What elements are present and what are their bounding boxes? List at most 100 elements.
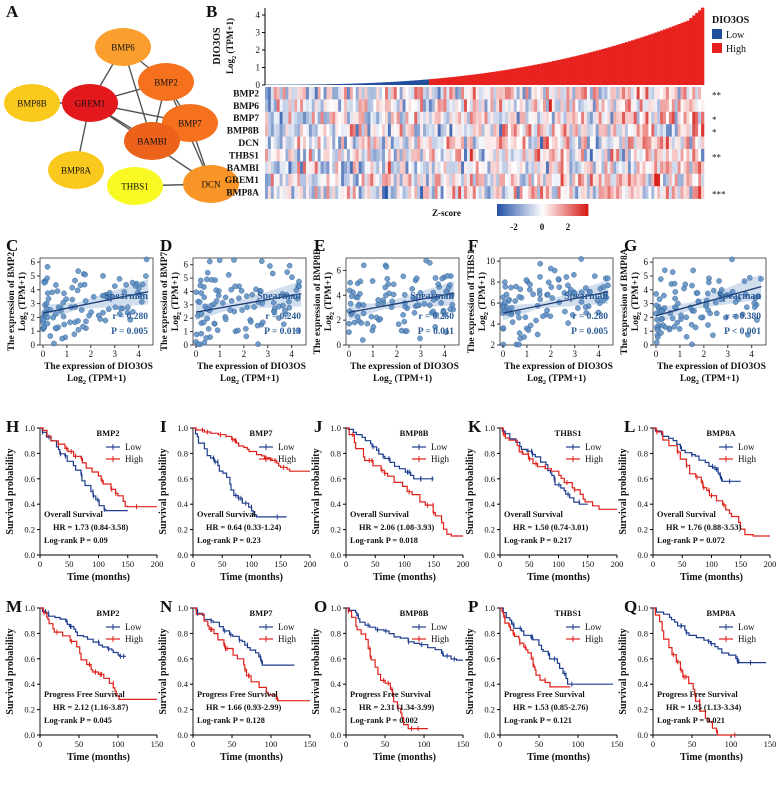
heatmap-cell: [402, 173, 406, 187]
heatmap-cell: [317, 149, 321, 162]
heatmap-cell: [437, 111, 441, 125]
heatmap-cell: [493, 111, 497, 125]
heatmap-cell: [344, 186, 348, 199]
heatmap-cell: [423, 186, 427, 199]
km-y-tick-label: 0.6: [484, 474, 495, 484]
heatmap-cell: [610, 111, 614, 125]
heatmap-cell: [276, 149, 280, 162]
expression-bar: [604, 48, 608, 85]
km-y-tick-label: 0.4: [330, 499, 341, 509]
scatter-point: [276, 303, 282, 310]
scatter-point: [200, 319, 207, 326]
km-gene-title: THBS1: [555, 428, 582, 438]
scatter-x-tick-label: 1: [678, 349, 683, 359]
heatmap-cell: [420, 173, 424, 187]
heatmap-cell: [370, 99, 374, 113]
heatmap-cell: [589, 99, 594, 113]
heatmap-cell: [420, 149, 424, 162]
heatmap-cell: [344, 99, 348, 113]
heatmap-cell: [464, 173, 468, 187]
heatmap-cell: [305, 136, 310, 150]
heatmap-cell: [472, 87, 477, 100]
heatmap-cell: [499, 124, 503, 137]
scatter-point: [540, 313, 546, 320]
scatter-point: [193, 331, 200, 338]
expression-bar: [660, 30, 664, 86]
scatter-point: [527, 322, 534, 329]
heatmap-cell: [317, 111, 321, 125]
heatmap-cell: [551, 173, 556, 187]
expression-bar: [382, 82, 386, 85]
heatmap-cell: [285, 111, 289, 125]
heatmap-cell: [408, 186, 412, 199]
heatmap-cell: [323, 149, 327, 162]
heatmap-cell: [610, 99, 614, 113]
heatmap-cell: [613, 111, 617, 125]
scatter-y-tick-label: 6: [491, 298, 496, 308]
heatmap-cell: [654, 173, 658, 187]
heatmap-cell: [665, 161, 670, 175]
heatmap-cell: [464, 136, 468, 150]
scatter-x-tick-label: 1: [65, 349, 70, 359]
heatmap-cell: [639, 186, 643, 199]
heatmap-cell: [303, 136, 307, 150]
heatmap-cell: [551, 124, 556, 137]
scatter-x-tick-label: 3: [418, 349, 423, 359]
heatmap-cell: [414, 87, 418, 100]
expression-bar: [630, 40, 635, 85]
heatmap-cell: [428, 186, 433, 199]
network-node-label: GREM1: [75, 99, 106, 109]
heatmap-cell: [598, 173, 602, 187]
heatmap-cell: [490, 186, 494, 199]
heatmap-cell: [303, 173, 307, 187]
km-x-tick-label: 100: [572, 739, 585, 749]
heatmap-cell: [469, 149, 474, 162]
scatter-point: [390, 291, 397, 298]
heatmap-cell: [285, 173, 289, 187]
heatmap-cell: [657, 136, 661, 150]
heatmap-cell: [323, 173, 327, 187]
heatmap-cell: [557, 124, 561, 137]
heatmap-cell: [695, 87, 699, 100]
heatmap-cell: [668, 136, 673, 150]
heatmap-cell: [522, 149, 526, 162]
heatmap-cell: [560, 99, 564, 113]
heatmap-cell: [534, 149, 538, 162]
heatmap-cell: [595, 136, 599, 150]
heatmap-cell: [341, 87, 345, 100]
heatmap-cell: [554, 124, 558, 137]
expression-bar: [619, 43, 623, 85]
expression-bar: [502, 70, 506, 85]
expression-bar: [686, 20, 690, 86]
heatmap-cell: [379, 161, 383, 175]
heatmap-cell: [490, 173, 494, 187]
heatmap-cell: [335, 161, 339, 175]
scatter-point: [522, 314, 529, 321]
heatmap-cell: [686, 87, 690, 100]
heatmap-cell: [282, 136, 286, 150]
heatmap-cell: [627, 124, 632, 137]
heatmap-significance: *: [712, 128, 717, 138]
heatmap-cell: [276, 173, 280, 187]
expression-bar: [323, 84, 327, 85]
heatmap-cell: [466, 99, 471, 113]
heatmap-cell: [344, 161, 348, 175]
heatmap-cell: [575, 161, 579, 175]
heatmap-cell: [437, 186, 441, 199]
heatmap-cell: [428, 87, 433, 100]
heatmap-cell: [461, 136, 465, 150]
km-survival-type: Overall Survival: [504, 510, 563, 519]
heatmap-cell: [265, 99, 269, 113]
km-y-tick-label: 1.0: [24, 603, 35, 613]
scatter-point: [121, 289, 128, 295]
heatmap-cell: [660, 161, 664, 175]
heatmap-cell: [344, 136, 348, 150]
heatmap-cell: [534, 87, 538, 100]
heatmap-cell: [572, 111, 576, 125]
heatmap-cell: [303, 124, 307, 137]
heatmap-cell: [276, 87, 280, 100]
heatmap-cell: [346, 111, 351, 125]
scatter-point: [60, 313, 67, 320]
scatter-point: [578, 289, 585, 296]
heatmap-cell: [300, 136, 304, 150]
